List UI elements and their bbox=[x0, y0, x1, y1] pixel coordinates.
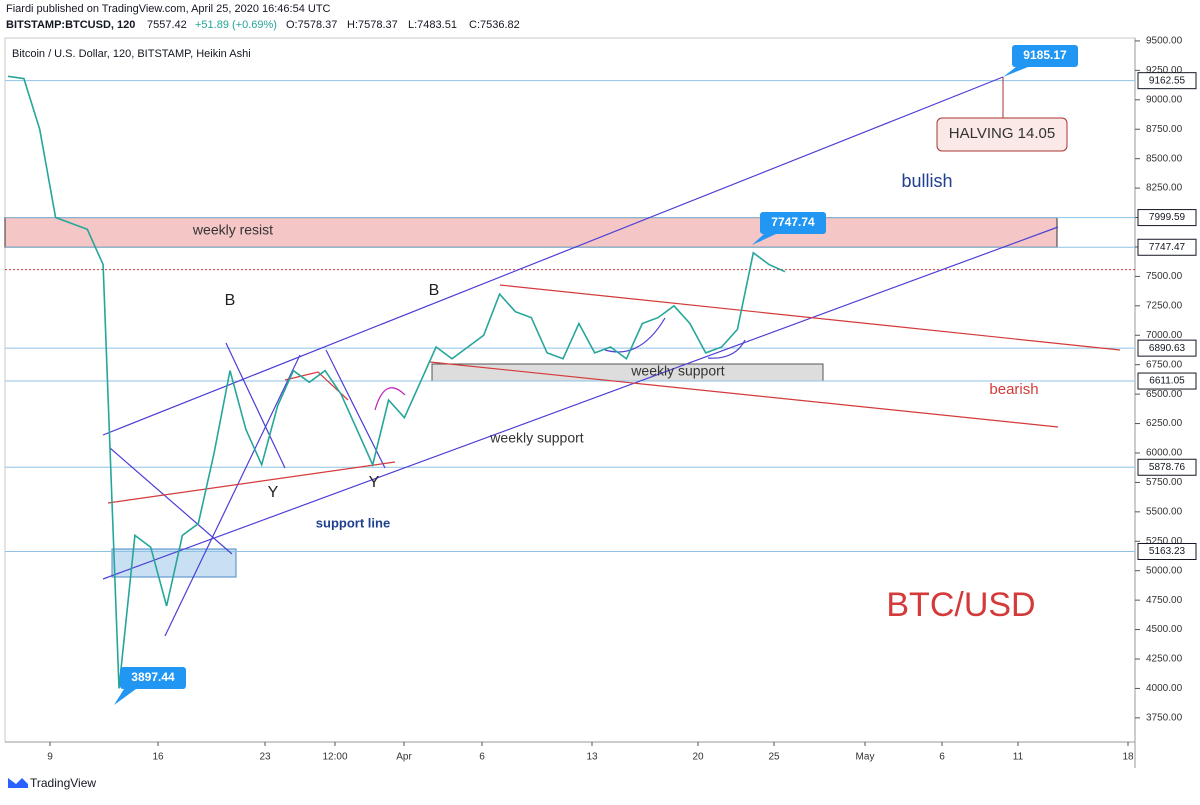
x-tick-label: 6 bbox=[939, 752, 945, 763]
level-label: 9162.55 bbox=[1149, 75, 1186, 86]
support-red-line bbox=[107, 461, 396, 504]
trend-line bbox=[325, 349, 386, 469]
trend-line bbox=[164, 354, 301, 637]
y-tick-label: 5250.00 bbox=[1146, 536, 1183, 547]
curve-arrow bbox=[374, 387, 406, 411]
y-tick-label: 5500.00 bbox=[1146, 506, 1183, 517]
y-tick-label: 6500.00 bbox=[1146, 389, 1183, 400]
x-tick-label: Apr bbox=[396, 752, 412, 763]
x-tick-label: 9 bbox=[47, 752, 53, 763]
annotation: weekly resist bbox=[192, 222, 273, 238]
halving-box bbox=[936, 117, 1068, 152]
annotation: support line bbox=[316, 515, 390, 530]
y-tick-label: 5000.00 bbox=[1146, 565, 1183, 576]
y-tick-label: 9000.00 bbox=[1146, 94, 1183, 105]
y-tick-label: 8250.00 bbox=[1146, 183, 1183, 194]
y-tick-label: 8750.00 bbox=[1146, 124, 1183, 135]
level-tag bbox=[1137, 542, 1197, 560]
y-tick-label: 4000.00 bbox=[1146, 683, 1183, 694]
low: L:7483.51 bbox=[408, 19, 457, 31]
x-tick-label: 6 bbox=[479, 752, 485, 763]
curve-arrow bbox=[604, 317, 666, 353]
level-tag bbox=[1137, 339, 1197, 357]
x-tick-label: 20 bbox=[692, 752, 704, 763]
x-tick-label: 12:00 bbox=[322, 752, 347, 763]
support-zone bbox=[431, 363, 824, 382]
last-price: 7557.42 bbox=[147, 19, 187, 31]
y-tick-label: 7250.00 bbox=[1146, 300, 1183, 311]
channel-top bbox=[102, 76, 1004, 436]
callout-pointer bbox=[1003, 67, 1028, 77]
level-tag bbox=[1137, 72, 1197, 90]
callout-label: 3897.44 bbox=[131, 670, 175, 684]
level-tag bbox=[1137, 209, 1197, 227]
x-tick-label: 25 bbox=[768, 752, 780, 763]
y-tick-label: 9500.00 bbox=[1146, 36, 1183, 47]
y-tick-label: 4750.00 bbox=[1146, 595, 1183, 606]
channel-bottom bbox=[102, 226, 1059, 580]
y-tick-label: 6250.00 bbox=[1146, 418, 1183, 429]
callout-pointer bbox=[752, 234, 776, 245]
level-label: 6890.63 bbox=[1149, 343, 1186, 354]
callout bbox=[760, 212, 826, 234]
annotation: weekly support bbox=[489, 430, 583, 446]
brand-logo bbox=[8, 778, 28, 788]
level-tag bbox=[1137, 238, 1197, 256]
level-tag bbox=[1137, 458, 1197, 476]
y-tick-label: 3750.00 bbox=[1146, 713, 1183, 724]
x-tick-label: 16 bbox=[152, 752, 164, 763]
trend-line bbox=[225, 342, 286, 469]
open: O:7578.37 bbox=[286, 19, 337, 31]
x-tick-label: 18 bbox=[1122, 752, 1134, 763]
wave-label: B bbox=[225, 292, 236, 309]
wave-label: B bbox=[429, 282, 440, 299]
level-label: 5163.23 bbox=[1149, 546, 1186, 557]
y-tick-label: 7000.00 bbox=[1146, 330, 1183, 341]
annotation: bearish bbox=[989, 381, 1038, 398]
bear-line bbox=[499, 284, 1121, 351]
bear-line bbox=[429, 361, 1059, 428]
annotation: weekly support bbox=[630, 363, 724, 379]
callout-label: 7747.74 bbox=[771, 215, 815, 229]
callout-label: 9185.17 bbox=[1023, 48, 1067, 62]
level-label: 7747.47 bbox=[1149, 242, 1186, 253]
callout bbox=[1012, 45, 1078, 67]
callout bbox=[120, 667, 186, 689]
level-tag bbox=[1137, 372, 1197, 390]
y-tick-label: 4250.00 bbox=[1146, 654, 1183, 665]
level-label: 5878.76 bbox=[1149, 462, 1186, 473]
x-tick-label: May bbox=[856, 752, 875, 763]
watermark: BTC/USD bbox=[886, 586, 1035, 624]
publisher: Fiardi published on TradingView.com, Apr… bbox=[6, 3, 331, 15]
y-tick-label: 5750.00 bbox=[1146, 477, 1183, 488]
y-tick-label: 7500.00 bbox=[1146, 271, 1183, 282]
level-label: 6611.05 bbox=[1149, 376, 1185, 387]
wave-label: Y bbox=[369, 474, 380, 491]
callout-pointer bbox=[114, 689, 136, 705]
y-tick-label: 6000.00 bbox=[1146, 448, 1183, 459]
x-tick-label: 13 bbox=[586, 752, 598, 763]
wave-label: Y bbox=[268, 484, 279, 501]
y-tick-label: 9250.00 bbox=[1146, 65, 1183, 76]
legend-title: Bitcoin / U.S. Dollar, 120, BITSTAMP, He… bbox=[12, 48, 251, 60]
curve-arrow bbox=[707, 339, 746, 359]
level-label: 7999.59 bbox=[1149, 212, 1186, 223]
resist-zone bbox=[4, 217, 1058, 248]
x-tick-label: 11 bbox=[1013, 752, 1024, 763]
change: +51.89 (+0.69%) bbox=[195, 19, 277, 31]
symbol: BITSTAMP:BTCUSD, 120 bbox=[6, 19, 135, 31]
y-tick-label: 6750.00 bbox=[1146, 359, 1183, 370]
close: C:7536.82 bbox=[469, 19, 520, 31]
brand: TradingView bbox=[30, 776, 96, 790]
high: H:7578.37 bbox=[347, 19, 398, 31]
price-line bbox=[7, 75, 786, 689]
y-tick-label: 8500.00 bbox=[1146, 153, 1183, 164]
trend-line bbox=[109, 447, 233, 555]
x-tick-label: 23 bbox=[259, 752, 271, 763]
halving-label: HALVING 14.05 bbox=[949, 125, 1055, 142]
y-tick-label: 4500.00 bbox=[1146, 624, 1183, 635]
annotation: bullish bbox=[901, 171, 952, 191]
